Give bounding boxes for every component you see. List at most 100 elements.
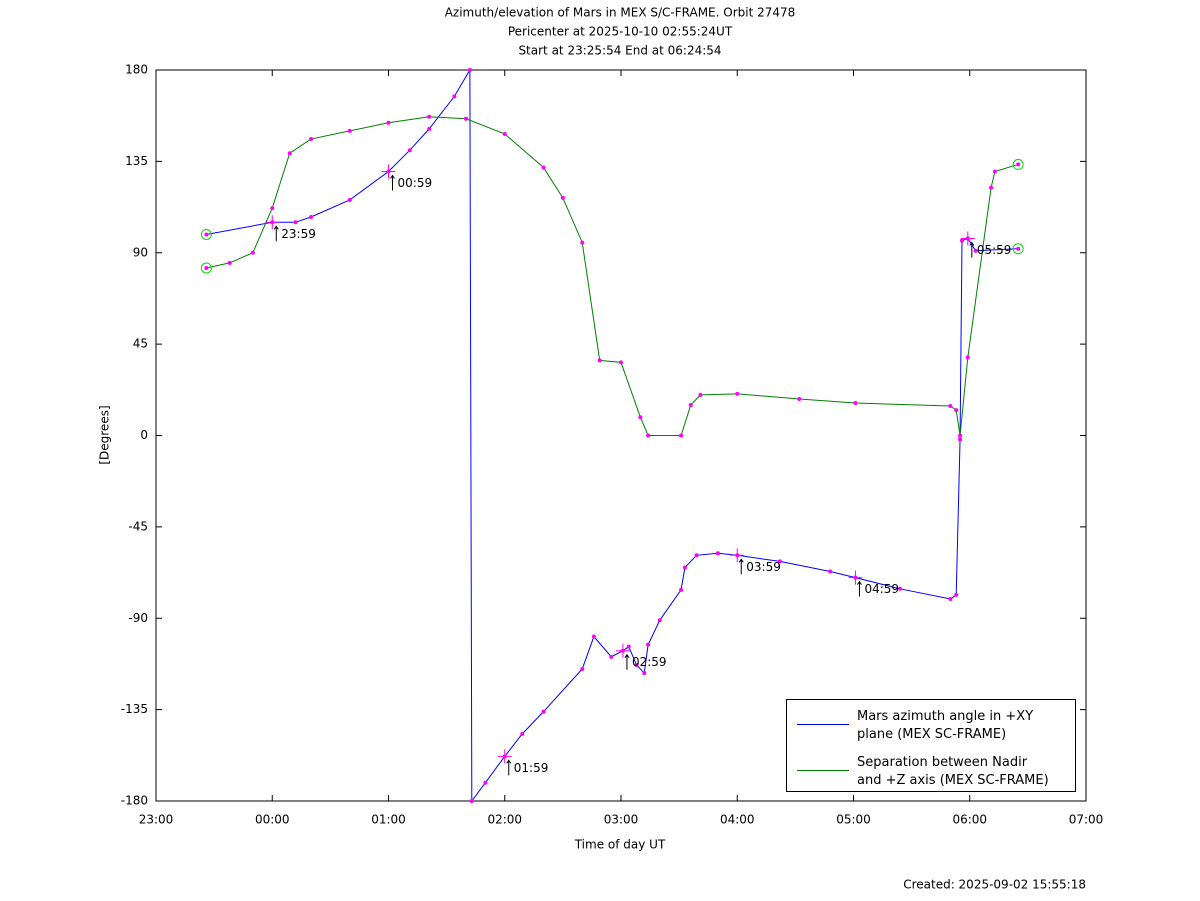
legend-label: Separation between Nadir and +Z axis (ME… [857,755,1049,788]
y-tick-label: -180 [121,794,148,808]
hour-cross [615,643,630,658]
point-marker [452,94,457,99]
plot-frame [155,69,1087,802]
y-tick-label: 0 [140,428,148,442]
point-marker [973,248,978,253]
point-marker [853,401,858,406]
point-marker [715,551,720,556]
x-tick-label: 04:00 [720,813,755,827]
point-marker [287,151,292,156]
x-tick-label: 05:00 [836,813,871,827]
point-marker [347,128,352,133]
point-marker [580,240,585,245]
annotation: 02:59 [632,655,667,669]
point-marker [958,433,963,438]
point-marker [386,120,391,125]
point-marker [954,408,959,413]
point-marker [597,358,602,363]
point-marker [204,265,209,270]
annotation-arrow [506,759,512,776]
x-tick-label: 07:00 [1069,813,1104,827]
point-marker [960,238,964,243]
point-marker [407,148,412,153]
point-marker [270,206,275,211]
annotation: 01:59 [514,761,549,775]
annotation-arrow [969,241,975,258]
point-marker [541,165,546,170]
point-marker [657,618,662,623]
annotation-arrow [857,580,862,597]
y-tick-label: -45 [128,519,148,533]
legend: Mars azimuth angle in +XY plane (MEX SC-… [786,699,1076,792]
point-marker [958,437,963,442]
point-marker [646,433,651,438]
point-marker [250,250,255,255]
annotation-arrow [738,558,744,575]
y-tick-label: -90 [128,611,148,625]
x-tick-label: 00:00 [255,813,290,827]
point-marker [309,215,313,220]
point-marker [347,197,352,202]
point-marker [502,131,507,136]
hour-cross [265,215,280,230]
point-marker [626,644,631,649]
point-marker [735,391,740,396]
point-marker [642,671,647,676]
point-marker [309,137,313,142]
series-line [206,116,1019,436]
x-tick-label: 02:00 [487,813,522,827]
point-marker [948,596,953,601]
point-marker [483,780,488,785]
point-marker [427,126,432,131]
legend-swatch [797,724,849,725]
point-marker [204,232,209,237]
point-marker [992,169,997,174]
point-marker [469,799,474,803]
point-marker [1016,162,1021,167]
point-marker [609,654,614,659]
x-axis-label: Time of day UT [574,838,666,852]
annotation: 04:59 [864,582,899,596]
chart-title: Azimuth/elevation of Mars in MEX S/C-FRA… [445,6,796,20]
point-marker [619,360,623,365]
y-tick-label: 180 [125,63,148,77]
point-marker [520,731,525,736]
y-tick-label: 90 [133,245,148,259]
point-marker [797,396,802,401]
annotation: 05:59 [977,243,1012,257]
point-marker [580,667,585,672]
chart-subtitle: Start at 23:25:54 End at 06:24:54 [518,44,721,58]
hour-cross [730,548,745,563]
y-tick-label: 135 [125,154,148,168]
point-marker [898,586,902,591]
y-tick-label: -135 [121,702,148,716]
point-marker [777,559,782,564]
x-tick-label: 01:00 [371,813,406,827]
hour-cross [497,749,512,764]
hour-cross [848,570,863,585]
x-tick-label: 06:00 [952,813,987,827]
point-marker [464,116,468,121]
series-line [206,68,1019,803]
point-marker [948,404,953,409]
point-marker [965,355,970,360]
legend-label: Mars azimuth angle in +XY plane (MEX SC-… [857,709,1034,742]
point-marker [688,403,693,408]
point-marker [634,662,639,667]
point-marker [954,592,959,597]
annotation: 23:59 [281,227,316,241]
legend-swatch [797,770,849,771]
point-marker [427,114,432,119]
point-marker [560,195,565,200]
chart-subtitle: Pericenter at 2025-10-10 02:55:24UT [508,25,733,39]
point-marker [989,185,994,190]
endpoint-marker [1012,158,1024,170]
annotation-arrow [390,174,395,191]
point-marker [694,553,699,558]
endpoint-marker [200,262,212,274]
point-marker [467,68,472,72]
x-tick-label: 03:00 [604,813,639,827]
point-marker [698,392,703,397]
point-marker [682,565,687,570]
